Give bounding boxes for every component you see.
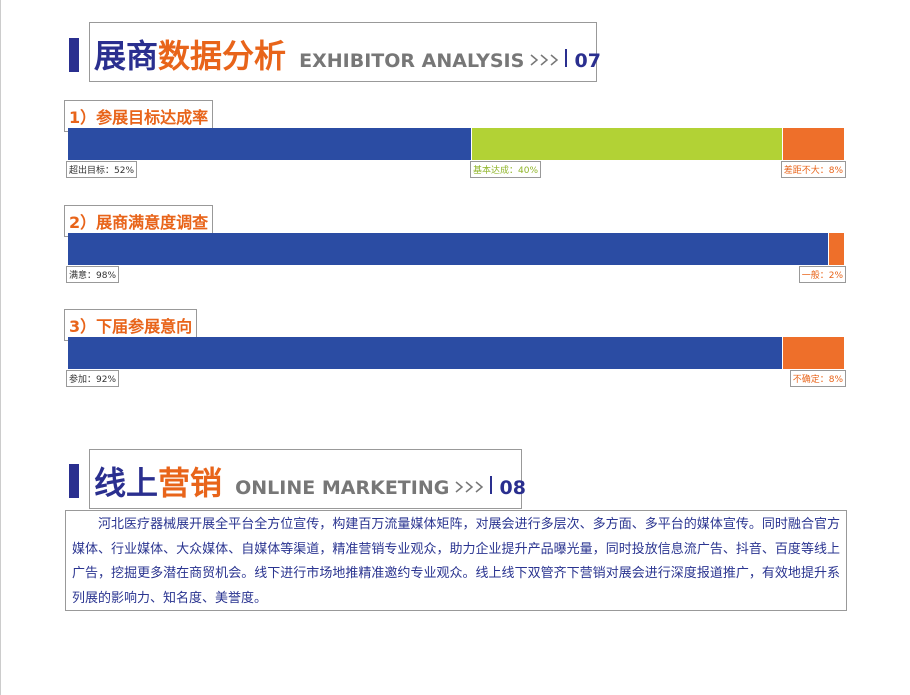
- segment-label: 满意：98%: [66, 266, 120, 283]
- page-number: 08: [499, 477, 526, 499]
- arrows: [455, 481, 484, 493]
- segment-label: 参加：92%: [66, 370, 120, 387]
- bar-segment: [829, 233, 844, 265]
- chart-title: 1）参展目标达成率: [64, 100, 214, 132]
- bar-segment: [782, 337, 844, 369]
- bar-segment: [472, 128, 782, 160]
- title-en: ONLINE MARKETING: [235, 477, 450, 499]
- title-cn: 营销: [158, 464, 223, 502]
- section-header: 展商数据分析 EXHIBITOR ANALYSIS 07: [89, 22, 601, 82]
- segment-label: 基本达成：40%: [470, 161, 542, 178]
- segment-label: 一般：2%: [798, 266, 846, 283]
- title-en: EXHIBITOR ANALYSIS: [299, 50, 525, 72]
- page-number: 07: [574, 50, 601, 72]
- header-mark: [69, 464, 79, 498]
- bar-segment: [782, 128, 844, 160]
- chart-title: 3）下届参展意向: [64, 309, 198, 341]
- bar-segment: [68, 233, 829, 265]
- bar-segment: [68, 128, 472, 160]
- paragraph: 河北医疗器械展开展全平台全方位宣传，构建百万流量媒体矩阵，对展会进行多层次、多方…: [65, 510, 847, 611]
- divider: [490, 476, 493, 494]
- divider: [565, 49, 568, 67]
- title-cn: 展商: [94, 37, 159, 75]
- bar-segment: [68, 337, 782, 369]
- arrows: [530, 54, 559, 66]
- segment-label: 差距不大：8%: [780, 161, 846, 178]
- section-header: 线上营销 ONLINE MARKETING 08: [89, 449, 526, 509]
- title-cn: 数据分析: [158, 37, 287, 75]
- title-cn: 线上: [94, 464, 159, 502]
- header-mark: [69, 38, 79, 72]
- segment-label: 不确定：8%: [789, 370, 846, 387]
- segment-label: 超出目标：52%: [66, 161, 138, 178]
